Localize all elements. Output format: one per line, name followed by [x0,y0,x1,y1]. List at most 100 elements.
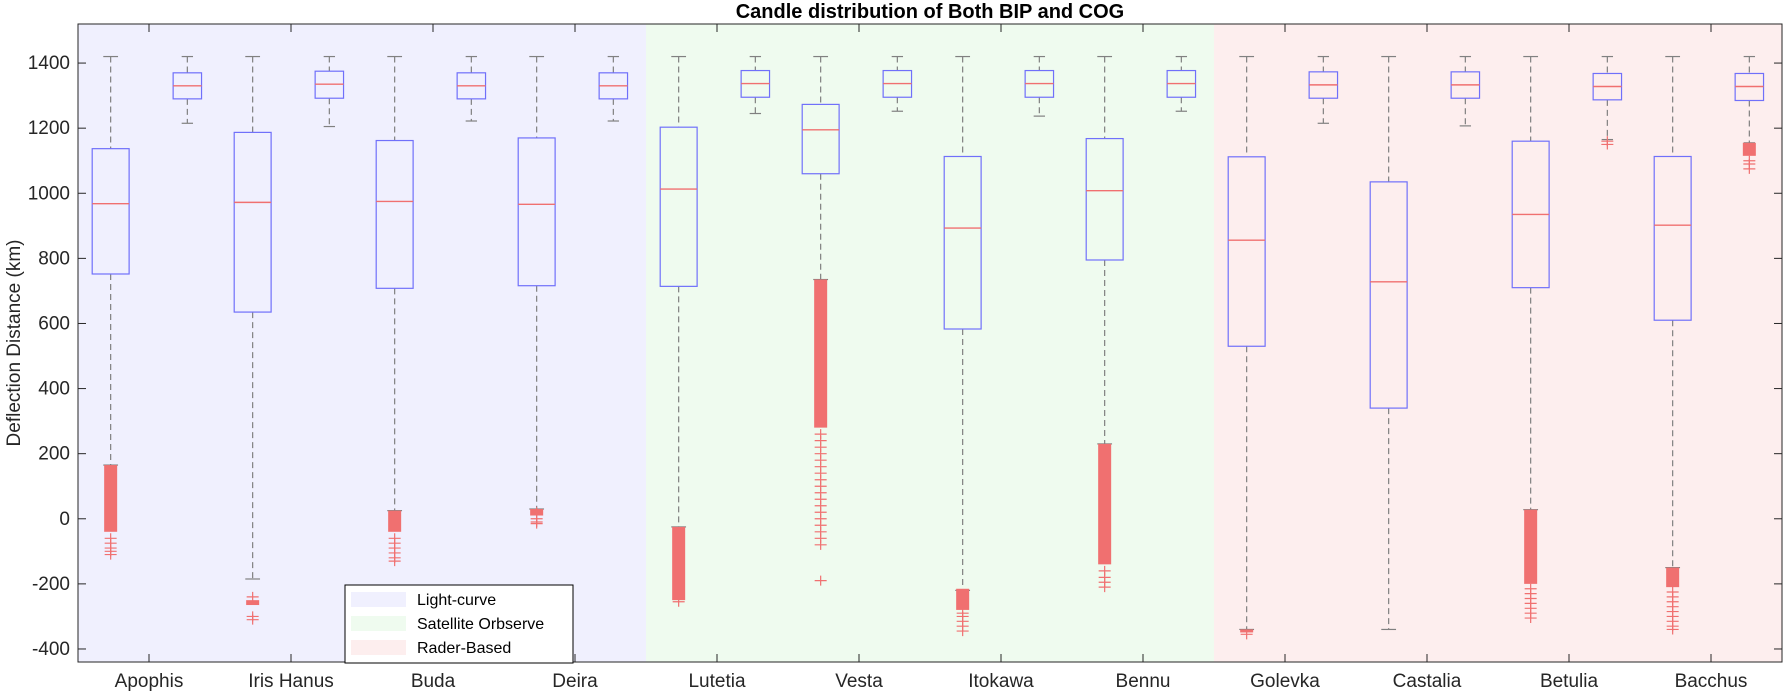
y-tick-label: 400 [38,379,70,400]
box-cog-2 [314,55,345,128]
iqr-box [1369,181,1408,409]
box-cog-1 [172,55,203,124]
box-cog-5 [740,55,771,115]
outlier-marker [1601,139,1614,150]
box-cog-6 [882,55,913,112]
outlier-marker [1524,613,1537,624]
outlier-marker [530,507,543,518]
outlier-marker [814,575,827,586]
box-cog-4 [598,55,629,122]
outlier-marker [530,518,543,529]
iqr-box [1653,155,1692,321]
legend-label-3: Rader-Based [417,640,511,657]
box-cog-7 [1024,55,1055,117]
outlier-cluster [388,510,402,532]
outlier-marker [956,626,969,637]
y-tick-label: -200 [32,574,70,595]
plot-frame [77,23,1783,663]
y-tick-label: 600 [38,313,70,334]
box-bip-8 [1085,55,1124,593]
outlier-cluster [1524,509,1538,584]
iqr-box [801,103,840,175]
group-backgrounds [78,24,1782,662]
box-cog-11 [1592,55,1623,150]
box-cog-3 [456,55,487,122]
x-tick-label: Bennu [1116,671,1171,692]
box-cog-9 [1308,55,1339,124]
group-band-1 [78,24,646,662]
box-bip-5 [659,55,698,607]
outlier-marker [1240,629,1253,640]
outlier-marker [104,510,117,521]
x-tick-label: Castalia [1393,671,1462,692]
box-bip-6 [801,55,840,586]
box-bip-2 [233,55,272,625]
outlier-marker [1743,163,1756,174]
outlier-marker [388,556,401,567]
axes: 1400 1200 1000 800 600 400 200 0 -200 -400 Apophis… [28,23,1783,692]
x-tick-label: Apophis [115,671,184,692]
x-tick-label: Itokawa [968,671,1034,692]
group-band-3 [1214,24,1782,662]
outlier-marker [1098,582,1111,593]
x-tick-label: Golevka [1250,671,1320,692]
legend-label-1: Light-curve [417,592,496,609]
outlier-marker [814,539,827,550]
x-tick-label: Iris Hanus [248,671,334,692]
outlier-cluster [1098,443,1112,565]
chart-title: Candle distribution of Both BIP and COG [736,1,1125,23]
x-tick-label: Lutetia [688,671,745,692]
box-bip-4 [517,55,556,529]
box-bip-3 [375,55,414,567]
outlier-cluster [814,279,828,428]
x-tick-label: Betulia [1540,671,1599,692]
outlier-cluster [956,588,970,610]
box-cog-12 [1734,55,1765,174]
y-tick-label: -400 [32,639,70,660]
iqr-box [1085,137,1124,261]
box-plots [91,55,1765,640]
box-cog-8 [1166,55,1197,112]
box-bip-9 [1227,55,1266,640]
x-tick-label: Vesta [835,671,883,692]
x-tick-label: Bacchus [1675,671,1748,692]
outlier-marker [246,591,259,602]
x-tick-label: Deira [552,671,598,692]
iqr-box [375,139,414,289]
legend-label-2: Satellite Orbserve [417,616,544,633]
outlier-marker [104,549,117,560]
box-bip-1 [91,55,130,560]
y-tick-label: 200 [38,444,70,465]
y-tick-label: 1200 [28,118,70,139]
x-tick-label: Buda [411,671,456,692]
outlier-marker [1666,624,1679,635]
y-tick-label: 0 [59,509,70,530]
outlier-marker [672,596,685,607]
iqr-box [659,126,698,287]
legend-swatch-2 [351,616,406,631]
legend-swatch-3 [351,640,406,655]
outlier-cluster [246,600,260,606]
box-bip-10 [1369,55,1408,631]
y-tick-label: 1400 [28,53,70,74]
iqr-box [517,137,556,287]
iqr-box [1227,156,1266,347]
box-bip-11 [1511,55,1550,624]
iqr-box [943,155,982,330]
iqr-box [91,148,130,275]
box-bip-12 [1653,55,1692,635]
iqr-box [233,131,272,313]
legend-swatch-1 [351,592,406,607]
outlier-cluster [672,526,686,601]
outlier-cluster [1666,567,1680,588]
outlier-marker [246,611,259,622]
box-cog-10 [1450,55,1481,127]
y-tick-label: 800 [38,248,70,269]
outlier-cluster [1742,142,1756,156]
legend: Light-curve Satellite Orbserve Rader-Based [344,584,574,664]
group-band-2 [646,24,1214,662]
y-tick-label: 1000 [28,183,70,204]
y-axis-label: Deflection Distance (km) [4,240,25,447]
box-bip-7 [943,55,982,637]
